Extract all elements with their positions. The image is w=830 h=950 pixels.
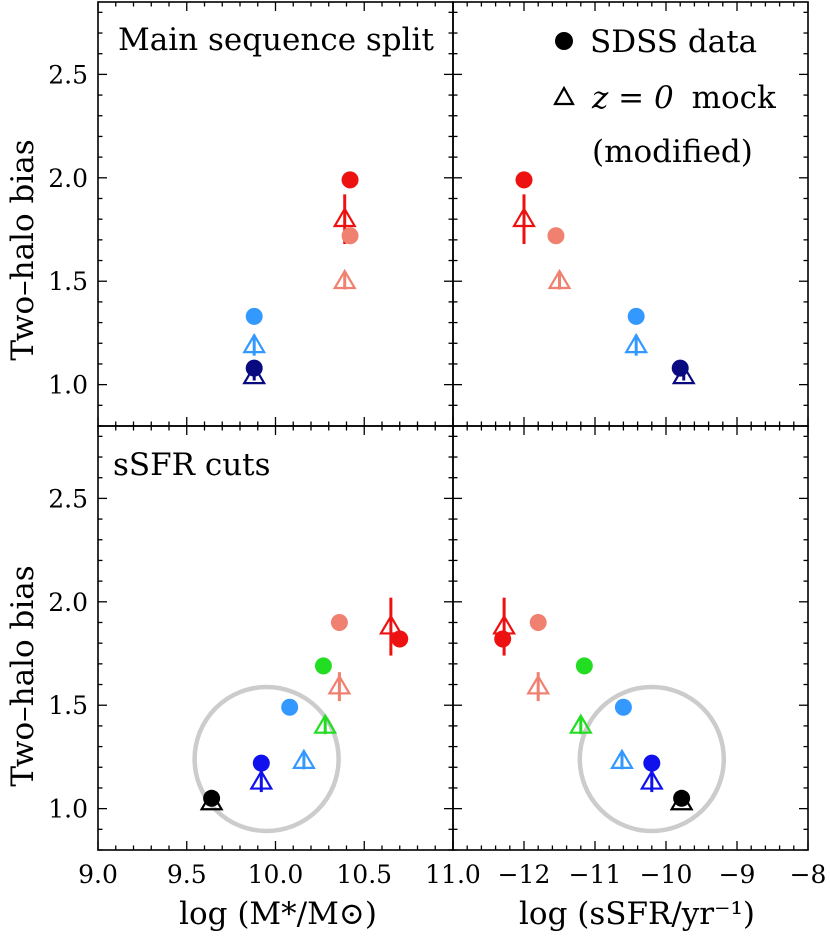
panel-annotation-ssfr-cuts: sSFR cuts: [113, 447, 271, 483]
y-tick-label: 2.5: [48, 484, 88, 513]
highlight-circle: [192, 684, 341, 834]
legend-circle-marker: [555, 32, 573, 50]
panel-bottom-right: −12 −11 −10 −9 −8: [452, 425, 827, 889]
data-point-circle: [547, 227, 565, 245]
y-axis-label-top: Two–halo bias: [5, 139, 41, 360]
data-point-circle: [281, 698, 299, 716]
data-point-circle: [614, 698, 632, 716]
data-point-circle: [529, 613, 547, 631]
legend-label-sdss: SDSS data: [590, 24, 757, 60]
panel-frame: [452, 425, 809, 851]
data-point-circle: [252, 754, 270, 772]
data-point-triangle: [332, 206, 357, 228]
data-point-triangle: [512, 206, 536, 228]
x-tick-label: 10.5: [336, 860, 392, 889]
data-point-circle: [671, 359, 689, 377]
data-point-triangle: [624, 332, 649, 354]
legend-label-mock-rest: mock: [692, 80, 776, 116]
x-tick-label: −11: [569, 860, 622, 889]
data-point-circle: [494, 630, 512, 648]
data-point-circle: [341, 227, 359, 245]
data-point-triangle: [568, 713, 593, 734]
x-tick-label: −12: [498, 860, 551, 889]
data-point-circle: [391, 630, 409, 648]
data-point-circle: [314, 657, 332, 675]
panel-frame: [97, 1, 454, 427]
data-point-triangle: [249, 769, 274, 790]
data-point-triangle: [313, 713, 338, 734]
x-tick-label: 9.0: [78, 860, 118, 889]
x-axis-label-ssfr: log (sSFR/yr⁻¹): [519, 896, 755, 932]
y-tick-label: 1.5: [48, 267, 88, 296]
x-tick-label: −8: [790, 860, 827, 889]
legend-label-modified: (modified): [592, 134, 753, 170]
panel-annotation-main-sequence: Main sequence split: [118, 22, 434, 58]
legend-label-mock: z = 0 mock: [591, 80, 776, 116]
x-tick-label: 11.0: [425, 860, 481, 889]
x-tick-label: −9: [719, 860, 756, 889]
data-point-circle: [245, 359, 263, 377]
y-tick-label: 1.0: [48, 371, 88, 400]
y-tick-label: 2.0: [48, 588, 88, 617]
legend-triangle-marker: [553, 85, 575, 106]
data-point-circle: [673, 789, 691, 807]
y-tick-label: 1.0: [48, 795, 88, 824]
data-point-triangle: [378, 614, 403, 635]
y-tick-label: 2.5: [48, 60, 88, 89]
x-tick-label: 9.5: [167, 860, 207, 889]
data-point-circle: [245, 307, 263, 325]
y-tick-label: 2.0: [48, 164, 88, 193]
data-point-circle: [341, 171, 359, 189]
legend-label-mock-math: z = 0: [591, 80, 674, 116]
panel-top-left: 1.0 1.5 2.0 2.5: [48, 1, 454, 427]
y-axis-label-bottom: Two–halo bias: [5, 565, 41, 786]
data-point-circle: [203, 789, 221, 807]
highlight-circle: [577, 684, 727, 834]
x-tick-label: 10.0: [248, 860, 304, 889]
data-point-circle: [627, 307, 645, 325]
data-point-circle: [330, 613, 348, 631]
data-point-triangle: [639, 769, 664, 790]
y-tick-label: 1.5: [48, 691, 88, 720]
data-point-triangle: [291, 748, 316, 769]
data-point-circle: [575, 657, 593, 675]
data-point-triangle: [242, 332, 267, 354]
data-point-triangle: [332, 268, 357, 290]
x-tick-label: −10: [640, 860, 693, 889]
panel-bottom-left: 1.0 1.5 2.0 2.5 9.0 9.5 10.0 10.5 11.0: [48, 425, 481, 889]
legend: SDSS data z = 0 mock (modified): [553, 24, 776, 170]
data-point-triangle: [526, 674, 551, 695]
data-point-circle: [515, 171, 533, 189]
panel-frame: [452, 1, 809, 427]
panels: 1.0 1.5 2.0 2.5 1.0 1.5 2.0 2.5 9.0 9.5 10.0 10.5 11…: [48, 1, 827, 889]
data-point-triangle: [547, 268, 572, 290]
x-axis-label-stellar-mass: log (M*/M⊙): [179, 896, 377, 932]
data-point-triangle: [610, 748, 634, 769]
panel-top-right: [452, 1, 809, 427]
data-point-circle: [643, 754, 661, 772]
data-point-triangle: [327, 674, 352, 695]
